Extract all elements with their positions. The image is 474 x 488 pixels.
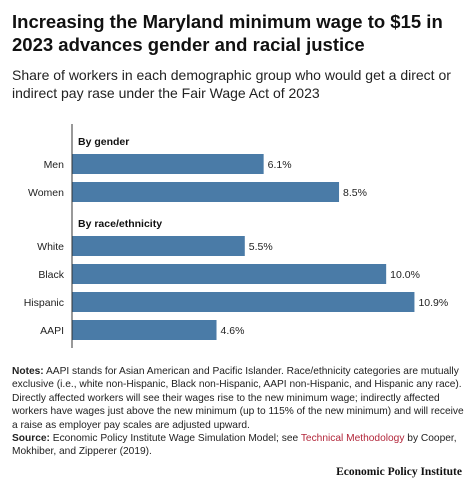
data-label: 4.6% — [221, 325, 245, 337]
source-text: Economic Policy Institute Wage Simulatio… — [52, 433, 299, 444]
source-citation: by Cooper, Mokhiber, and Zipperer (2019)… — [12, 433, 457, 458]
category-label: Black — [38, 269, 64, 281]
category-label: AAPI — [40, 325, 64, 337]
bar — [72, 154, 264, 174]
notes: Notes: AAPI stands for Asian American an… — [12, 365, 464, 432]
bar — [72, 292, 415, 312]
data-label: 5.5% — [249, 241, 273, 253]
bar — [72, 182, 340, 202]
org-logo-text: Economic Policy Institute — [336, 466, 462, 478]
bar — [72, 264, 387, 284]
category-label: White — [37, 241, 64, 253]
bar — [72, 320, 217, 340]
category-label: Men — [44, 159, 65, 171]
methodology-link[interactable]: Technical Methodology — [300, 433, 405, 444]
bar — [72, 236, 245, 256]
notes-label: Notes: — [12, 366, 44, 377]
data-label: 8.5% — [343, 187, 367, 199]
source: Source: Economic Policy Institute Wage S… — [12, 432, 464, 459]
notes-text: AAPI stands for Asian American and Pacif… — [12, 366, 464, 431]
bar-chart: By gender Men 6.1% Women 8.5% By race/ethnici… — [24, 124, 448, 348]
data-label: 6.1% — [268, 159, 292, 171]
data-label: 10.9% — [418, 297, 448, 309]
category-label: Hispanic — [24, 297, 64, 309]
data-label: 10.0% — [390, 269, 420, 281]
group-heading: By race/ethnicity — [78, 218, 162, 230]
source-label: Source: — [12, 433, 50, 444]
chart-title: Increasing the Maryland minimum wage to … — [12, 11, 443, 55]
chart-subtitle: Share of workers in each demographic gro… — [12, 67, 451, 101]
group-heading: By gender — [78, 136, 129, 148]
category-label: Women — [28, 187, 64, 199]
